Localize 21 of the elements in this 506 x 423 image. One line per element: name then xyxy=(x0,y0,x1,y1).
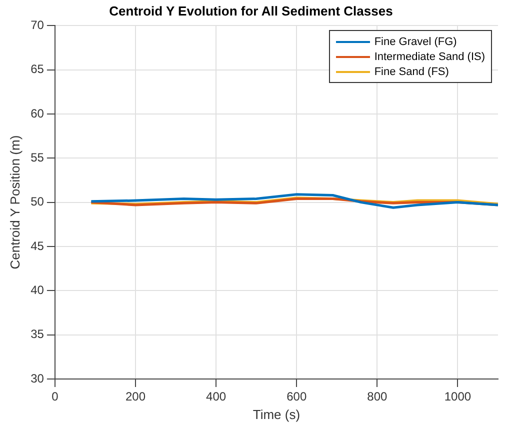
y-tick-label: 40 xyxy=(30,282,44,297)
y-tick-label: 45 xyxy=(30,238,44,253)
x-tick-label: 1000 xyxy=(444,390,472,404)
x-tick-label: 200 xyxy=(125,390,146,404)
y-tick-label: 65 xyxy=(30,62,44,76)
legend-label: Fine Gravel (FG) xyxy=(374,36,457,48)
legend-label: Intermediate Sand (IS) xyxy=(374,50,485,62)
legend-label: Fine Sand (FS) xyxy=(374,66,449,78)
y-tick-label: 35 xyxy=(30,327,44,342)
y-tick-label: 60 xyxy=(30,106,44,120)
x-tick-label: 0 xyxy=(52,390,59,404)
chart-title: Centroid Y Evolution for All Sediment Classes xyxy=(109,3,393,18)
x-tick-label: 400 xyxy=(206,390,226,404)
x-tick-label: 600 xyxy=(286,390,307,404)
y-tick-label: 55 xyxy=(30,150,44,164)
x-axis-title: Time (s) xyxy=(252,406,300,422)
y-tick-label: 70 xyxy=(30,18,44,32)
y-tick-label: 50 xyxy=(30,194,44,209)
y-axis-title: Centroid Y Position (m) xyxy=(7,135,22,270)
x-tick-label: 800 xyxy=(367,390,388,404)
y-tick-label: 30 xyxy=(30,371,44,386)
